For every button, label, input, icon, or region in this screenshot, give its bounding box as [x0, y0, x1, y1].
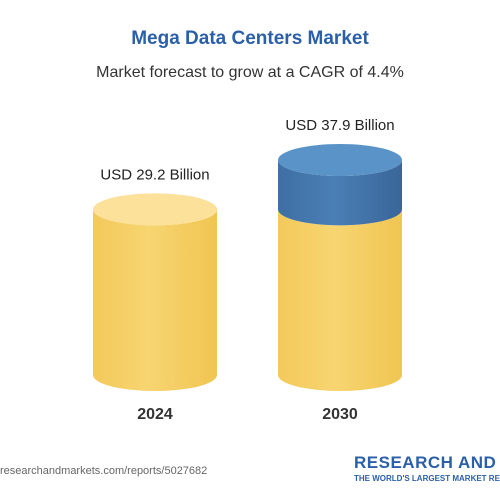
category-label-2030: 2030	[322, 406, 358, 423]
brand-logo: RESEARCH AND MARKETS THE WORLD'S LARGEST…	[354, 453, 500, 483]
report-url: researchandmarkets.com/reports/5027682	[0, 465, 208, 477]
chart-title: Mega Data Centers Market	[131, 28, 369, 49]
bar-2024-base	[93, 209, 217, 391]
brand-tagline: THE WORLD'S LARGEST MARKET RESEARCH STOR…	[354, 474, 500, 483]
brand-name: RESEARCH AND MARKETS	[354, 453, 500, 472]
category-label-2024: 2024	[137, 406, 173, 423]
bar-2024-top	[93, 193, 217, 226]
data-label-2024: USD 29.2 Billion	[100, 166, 209, 183]
data-label-2030: USD 37.9 Billion	[285, 117, 394, 134]
bar-2030-base	[278, 209, 402, 391]
chart-subtitle: Market forecast to grow at a CAGR of 4.4…	[96, 64, 404, 81]
bar-2030-growth	[278, 160, 402, 226]
bar-2030-top	[278, 144, 402, 176]
